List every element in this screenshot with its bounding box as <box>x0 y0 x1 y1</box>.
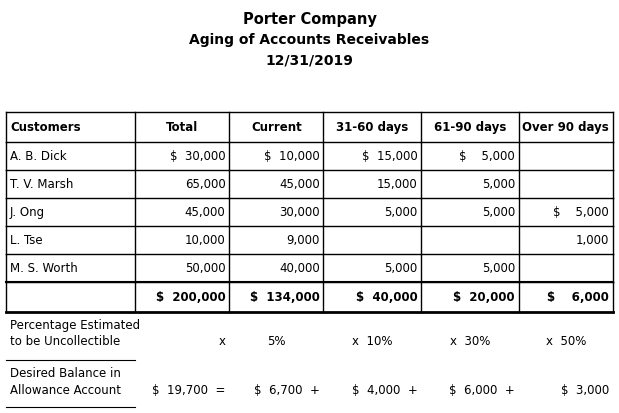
Text: $    5,000: $ 5,000 <box>459 150 515 163</box>
Text: 9,000: 9,000 <box>287 234 320 247</box>
Text: $  10,000: $ 10,000 <box>264 150 320 163</box>
Text: 15,000: 15,000 <box>376 178 417 191</box>
Text: $  200,000: $ 200,000 <box>156 291 225 304</box>
Text: 45,000: 45,000 <box>279 178 320 191</box>
Text: 5%: 5% <box>267 335 285 348</box>
Text: Percentage Estimated: Percentage Estimated <box>10 319 140 332</box>
Text: M. S. Worth: M. S. Worth <box>10 262 77 275</box>
Text: $  20,000: $ 20,000 <box>453 291 515 304</box>
Text: to be Uncollectible: to be Uncollectible <box>10 335 120 348</box>
Text: 5,000: 5,000 <box>482 206 515 219</box>
Text: $  30,000: $ 30,000 <box>170 150 225 163</box>
Text: 5,000: 5,000 <box>482 262 515 275</box>
Text: 10,000: 10,000 <box>185 234 225 247</box>
Text: L. Tse: L. Tse <box>10 234 43 247</box>
Text: x  50%: x 50% <box>545 335 586 348</box>
Text: 31-60 days: 31-60 days <box>336 121 409 134</box>
Text: Customers: Customers <box>10 121 80 134</box>
Text: $  19,700  =: $ 19,700 = <box>152 384 225 397</box>
Text: Porter Company: Porter Company <box>243 12 376 27</box>
Text: 45,000: 45,000 <box>185 206 225 219</box>
Text: Aging of Accounts Receivables: Aging of Accounts Receivables <box>189 33 430 47</box>
Text: J. Ong: J. Ong <box>10 206 45 219</box>
Text: Current: Current <box>251 121 301 134</box>
Text: 1,000: 1,000 <box>576 234 609 247</box>
Text: $  6,700  +: $ 6,700 + <box>254 384 320 397</box>
Text: 5,000: 5,000 <box>384 206 417 219</box>
Text: $  40,000: $ 40,000 <box>355 291 417 304</box>
Text: 50,000: 50,000 <box>185 262 225 275</box>
Text: 5,000: 5,000 <box>384 262 417 275</box>
Text: 61-90 days: 61-90 days <box>434 121 506 134</box>
Text: x  30%: x 30% <box>449 335 490 348</box>
Text: Allowance Account: Allowance Account <box>10 384 121 397</box>
Text: $    6,000: $ 6,000 <box>547 291 609 304</box>
Text: $  3,000: $ 3,000 <box>561 384 609 397</box>
Text: $  4,000  +: $ 4,000 + <box>352 384 417 397</box>
Text: T. V. Marsh: T. V. Marsh <box>10 178 73 191</box>
Text: A. B. Dick: A. B. Dick <box>10 150 66 163</box>
Text: Over 90 days: Over 90 days <box>522 121 609 134</box>
Text: x  10%: x 10% <box>352 335 392 348</box>
Text: 12/31/2019: 12/31/2019 <box>266 54 353 68</box>
Text: x: x <box>219 335 225 348</box>
Text: 65,000: 65,000 <box>185 178 225 191</box>
Text: 5,000: 5,000 <box>482 178 515 191</box>
Text: $  134,000: $ 134,000 <box>250 291 320 304</box>
Text: Desired Balance in: Desired Balance in <box>10 366 121 380</box>
Text: 40,000: 40,000 <box>279 262 320 275</box>
Text: 30,000: 30,000 <box>279 206 320 219</box>
Text: $    5,000: $ 5,000 <box>553 206 609 219</box>
Text: Total: Total <box>166 121 198 134</box>
Text: $  6,000  +: $ 6,000 + <box>449 384 515 397</box>
Text: $  15,000: $ 15,000 <box>361 150 417 163</box>
